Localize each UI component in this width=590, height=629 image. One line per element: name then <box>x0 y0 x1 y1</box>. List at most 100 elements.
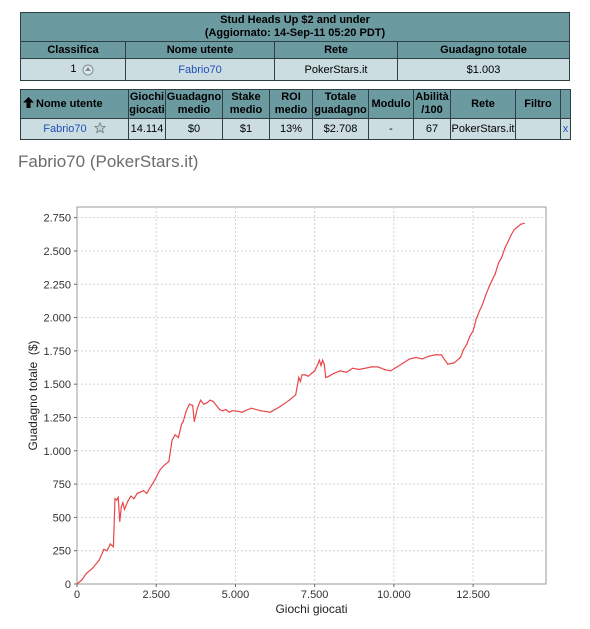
data-point <box>358 368 360 371</box>
data-point <box>299 380 301 383</box>
user-cell[interactable]: Fabrio70 <box>125 58 275 81</box>
data-point <box>155 476 157 478</box>
data-point <box>250 407 252 409</box>
data-point <box>193 420 195 423</box>
data-point <box>472 330 474 332</box>
y-tick-label: 1.000 <box>43 446 71 458</box>
column-header-stake[interactable]: Stake medio <box>222 89 270 119</box>
column-header-network[interactable]: Rete <box>450 89 516 119</box>
data-point <box>162 466 164 468</box>
data-point <box>196 407 198 409</box>
table-title-updated: (Aggiornato: 14-Sep-11 05:20 PDT) <box>204 27 386 39</box>
data-point <box>295 394 297 396</box>
data-point <box>241 411 243 413</box>
x-tick-label: 12.500 <box>456 589 490 601</box>
data-point <box>92 567 94 569</box>
roi-header-line1: ROI <box>281 91 301 103</box>
data-point <box>409 358 411 360</box>
data-point <box>158 470 160 472</box>
data-point <box>206 402 208 404</box>
x-axis-label: Giochi giocati <box>275 602 347 616</box>
data-point <box>322 359 324 361</box>
column-header-blank <box>560 89 571 119</box>
data-point <box>85 572 88 574</box>
data-point <box>168 460 170 462</box>
remove-cell[interactable]: x <box>560 118 571 140</box>
user-link[interactable]: Fabrio70 <box>43 122 87 135</box>
sort-up-arrow-icon <box>23 97 34 108</box>
data-point <box>314 370 316 372</box>
column-header-total[interactable]: Totale guadagno <box>312 89 369 119</box>
ability-header-line2: /100 <box>421 104 443 116</box>
data-point <box>469 335 471 337</box>
x-tick-label: 7.500 <box>301 589 329 601</box>
data-point <box>188 403 191 405</box>
data-point <box>209 399 211 401</box>
table-title: Stud Heads Up $2 and under (Aggiornato: … <box>20 12 570 42</box>
data-point <box>478 310 481 312</box>
column-header-profit[interactable]: Guadagno totale <box>397 41 570 59</box>
network-cell: PokerStars.it <box>274 58 398 81</box>
data-point <box>494 273 496 275</box>
y-axis-label: Guadagno totale ($) <box>26 340 40 450</box>
data-point <box>182 420 184 423</box>
star-icon[interactable] <box>93 121 106 137</box>
column-header-user-sorted[interactable]: Nome utente <box>20 89 129 119</box>
data-point <box>513 229 515 231</box>
table-row: Fabrio70 14.114 $0 $1 13% $2.708 - 67 Po… <box>20 118 571 140</box>
x-tick-label: 0 <box>74 589 80 601</box>
data-point <box>304 374 306 376</box>
data-point <box>453 362 455 364</box>
data-point <box>364 367 366 369</box>
data-point <box>200 399 202 401</box>
stake-header-line2: medio <box>229 104 263 116</box>
column-header-module[interactable]: Modulo <box>368 89 414 119</box>
filter-cell[interactable] <box>515 118 561 140</box>
column-header-filter[interactable]: Filtro <box>515 89 561 119</box>
data-point <box>377 366 379 368</box>
y-tick-label: 1.500 <box>43 379 71 391</box>
data-point <box>501 257 503 259</box>
data-point <box>421 358 423 360</box>
x-tick-label: 2.500 <box>142 589 170 601</box>
data-point <box>307 375 309 377</box>
column-header-games[interactable]: Giochi giocati <box>128 89 166 119</box>
user-link[interactable]: Fabrio70 <box>178 63 222 76</box>
data-point <box>219 408 221 411</box>
plot-area <box>76 206 547 585</box>
column-header-avg-profit[interactable]: Guadagno medio <box>165 89 223 119</box>
ranking-summary-table: Stud Heads Up $2 and under (Aggiornato: … <box>20 12 570 81</box>
data-point <box>171 439 173 441</box>
y-tick-label: 2.250 <box>43 279 71 291</box>
column-header-network[interactable]: Rete <box>274 41 398 59</box>
y-tick-label: 2.500 <box>43 246 71 258</box>
table-row: 1 Fabrio70 PokerStars.it $1.003 <box>20 58 570 81</box>
column-header-user[interactable]: Nome utente <box>125 41 275 59</box>
rank-change-icon <box>82 64 94 76</box>
games-header-line2: giocati <box>129 104 165 116</box>
games-cell: 14.114 <box>128 118 166 140</box>
stake-header-line1: Stake <box>231 91 261 103</box>
data-point <box>352 367 354 369</box>
user-cell[interactable]: Fabrio70 <box>20 118 129 140</box>
data-point <box>142 490 145 492</box>
rank-value: 1 <box>70 63 77 76</box>
remove-link[interactable]: x <box>562 123 569 135</box>
data-point <box>310 372 313 375</box>
data-point <box>136 492 138 494</box>
data-point <box>323 363 325 365</box>
data-point <box>139 491 141 493</box>
data-point <box>130 495 132 497</box>
data-point <box>165 463 167 465</box>
data-point <box>320 364 322 367</box>
profit-cell: $1.003 <box>397 58 570 81</box>
data-point <box>463 348 465 351</box>
column-header-ability[interactable]: Abilità/100 <box>413 89 451 119</box>
data-point <box>504 247 506 249</box>
column-header-roi[interactable]: ROI medio <box>269 89 313 119</box>
data-point <box>497 262 500 264</box>
data-point <box>149 487 151 489</box>
column-header-rank[interactable]: Classifica <box>20 41 126 59</box>
y-tick-label: 750 <box>53 479 71 491</box>
data-point <box>428 355 430 357</box>
